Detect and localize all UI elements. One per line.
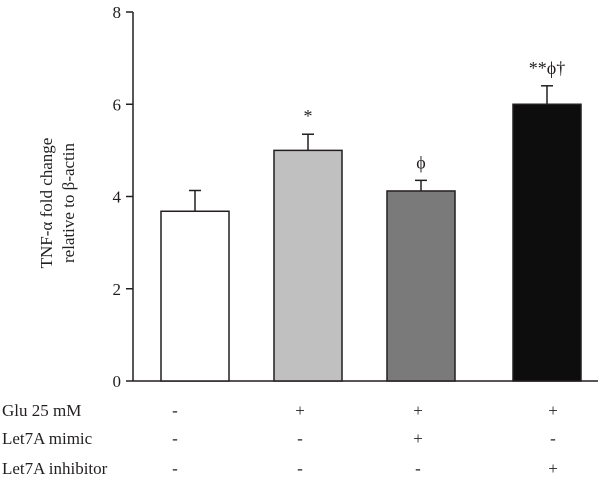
bar-3 <box>386 190 456 382</box>
y-tick-label-2: 2 <box>113 280 122 299</box>
condition-sign-r3-c4: + <box>548 459 558 478</box>
bar-2 <box>273 149 343 382</box>
condition-sign-r2-c1: - <box>172 429 178 448</box>
y-ticks: 0 2 4 6 8 <box>113 3 133 391</box>
condition-label-2: Let7A mimic <box>2 429 93 448</box>
y-tick-label-0: 0 <box>113 372 122 391</box>
condition-sign-r1-c4: + <box>548 401 558 420</box>
condition-sign-r1-c1: - <box>172 401 178 420</box>
condition-label-1: Glu 25 mM <box>2 401 81 420</box>
condition-label-3: Let7A inhibitor <box>2 459 108 478</box>
significance-mark-3: ϕ <box>416 152 425 172</box>
y-tick-label-8: 8 <box>113 3 122 22</box>
y-tick-label-4: 4 <box>113 188 122 207</box>
significance-mark-4: **ϕ† <box>529 58 565 78</box>
bar-4 <box>512 103 582 382</box>
bar-1 <box>160 210 230 382</box>
condition-table: Glu 25 mM - + + + Let7A mimic - - + - Let7A inhibi… <box>2 401 558 478</box>
condition-sign-r2-c2: - <box>297 429 303 448</box>
condition-sign-r1-c3: + <box>413 401 423 420</box>
condition-sign-r3-c3: - <box>415 459 421 478</box>
condition-sign-r3-c2: - <box>297 459 303 478</box>
y-axis-label: TNF-α fold change relative to β-actin <box>37 138 78 269</box>
condition-sign-r3-c1: - <box>172 459 178 478</box>
y-axis-label-line2: relative to β-actin <box>59 142 78 263</box>
y-tick-label-6: 6 <box>113 95 122 114</box>
condition-sign-r1-c2: + <box>295 401 305 420</box>
significance-mark-2: * <box>304 106 313 126</box>
condition-sign-r2-c4: - <box>550 429 556 448</box>
bars: * ϕ **ϕ† <box>160 58 582 382</box>
y-axis-label-line1: TNF-α fold change <box>37 138 56 269</box>
condition-sign-r2-c3: + <box>413 429 423 448</box>
